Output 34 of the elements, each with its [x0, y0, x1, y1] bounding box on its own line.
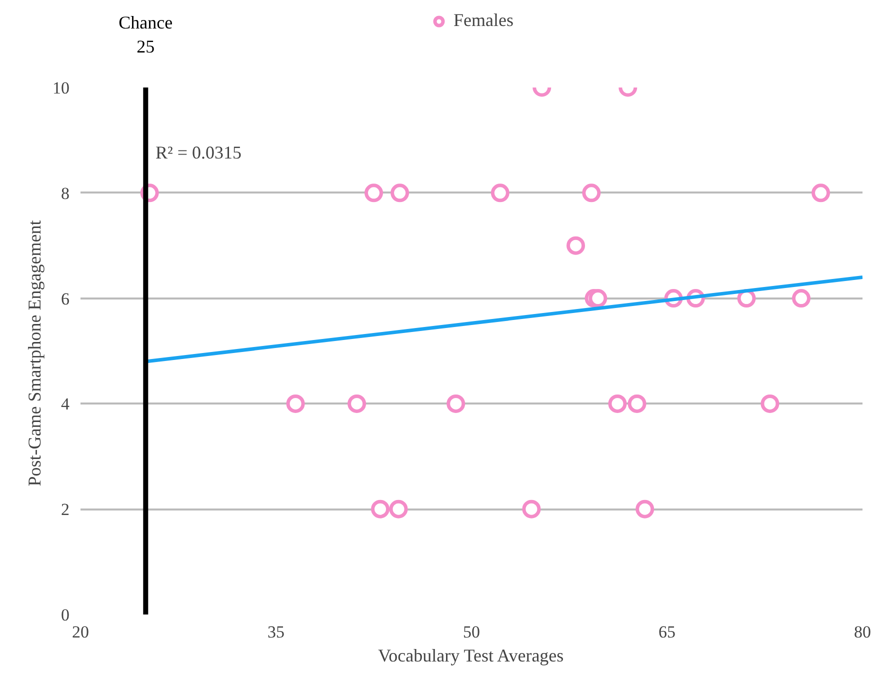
point	[792, 289, 810, 308]
point	[389, 500, 408, 518]
y-tick-label: 2	[61, 500, 70, 520]
ref-line-label: Chance 25	[118, 12, 173, 56]
point	[522, 500, 541, 518]
point	[636, 500, 654, 518]
point	[446, 394, 466, 413]
y-tick-label: 8	[61, 184, 70, 203]
legend-label: Females	[454, 10, 514, 31]
point	[628, 394, 646, 413]
y-axis-title: Post-Game Smartphone Engagement	[24, 220, 44, 486]
point	[490, 184, 510, 202]
point	[812, 184, 830, 202]
y-tick-label: 10	[52, 78, 70, 98]
point	[760, 394, 780, 413]
y-tick-label: 6	[61, 289, 70, 308]
point	[582, 184, 601, 202]
x-tick-label: 35	[268, 622, 284, 642]
y-tick-label: 0	[61, 606, 70, 624]
x-axis-title: Vocabulary Test Averages	[378, 646, 564, 666]
point	[364, 184, 383, 202]
point	[371, 500, 390, 518]
x-tick-label: 65	[658, 622, 676, 642]
point	[608, 394, 627, 413]
annotation: R² = 0.0315	[156, 142, 242, 162]
point	[390, 184, 410, 202]
x-tick-label: 50	[463, 622, 480, 642]
point	[588, 289, 608, 308]
point	[286, 394, 305, 413]
x-tick-label: 20	[72, 622, 89, 642]
y-tick-label: 4	[61, 394, 70, 414]
x-tick-label: 80	[854, 622, 871, 642]
point	[566, 236, 586, 255]
point	[348, 394, 366, 413]
